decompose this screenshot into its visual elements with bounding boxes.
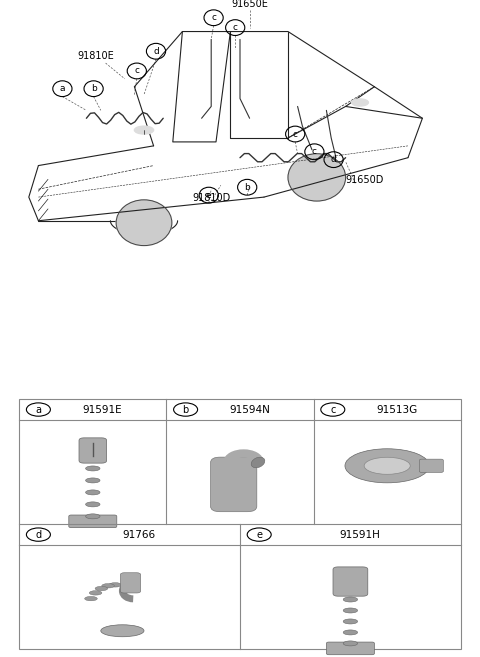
Ellipse shape — [345, 449, 430, 483]
Circle shape — [288, 154, 346, 201]
Text: 91810E: 91810E — [78, 51, 114, 61]
Ellipse shape — [351, 99, 369, 106]
Ellipse shape — [343, 641, 358, 646]
Text: 91650D: 91650D — [346, 175, 384, 185]
Ellipse shape — [85, 466, 100, 471]
Text: a: a — [36, 405, 41, 415]
FancyBboxPatch shape — [120, 573, 141, 593]
Text: e: e — [256, 530, 262, 539]
Text: c: c — [330, 405, 336, 415]
Ellipse shape — [95, 586, 108, 591]
Ellipse shape — [109, 583, 121, 587]
Ellipse shape — [85, 514, 100, 519]
Text: c: c — [312, 147, 317, 156]
Ellipse shape — [89, 591, 102, 595]
Ellipse shape — [134, 126, 154, 134]
Ellipse shape — [84, 597, 97, 600]
Text: 91513G: 91513G — [376, 405, 418, 415]
Text: c: c — [211, 13, 216, 22]
Text: b: b — [182, 405, 189, 415]
Text: b: b — [244, 183, 250, 192]
Ellipse shape — [343, 630, 358, 635]
Ellipse shape — [343, 597, 358, 602]
FancyBboxPatch shape — [333, 567, 368, 596]
Text: 91591E: 91591E — [83, 405, 122, 415]
FancyBboxPatch shape — [326, 642, 374, 655]
Circle shape — [116, 200, 172, 246]
Ellipse shape — [85, 490, 100, 495]
Text: b: b — [91, 84, 96, 93]
Ellipse shape — [364, 457, 410, 474]
Text: e: e — [206, 191, 212, 200]
FancyBboxPatch shape — [420, 459, 444, 472]
Text: d: d — [36, 530, 41, 539]
Ellipse shape — [102, 583, 114, 588]
Text: a: a — [60, 84, 65, 93]
Text: c: c — [233, 23, 238, 32]
Text: d: d — [153, 47, 159, 56]
Text: 91591H: 91591H — [339, 530, 381, 539]
Text: c: c — [293, 129, 298, 139]
Ellipse shape — [251, 457, 265, 468]
Text: d: d — [331, 155, 336, 164]
FancyBboxPatch shape — [79, 438, 107, 463]
FancyBboxPatch shape — [69, 515, 117, 528]
Text: 91766: 91766 — [122, 530, 156, 539]
Ellipse shape — [85, 502, 100, 507]
Ellipse shape — [343, 619, 358, 624]
Text: 91594N: 91594N — [229, 405, 270, 415]
Text: 91810D: 91810D — [192, 193, 230, 203]
Text: 91650E: 91650E — [231, 0, 268, 9]
FancyBboxPatch shape — [211, 457, 257, 512]
Ellipse shape — [85, 478, 100, 483]
Ellipse shape — [101, 625, 144, 637]
Ellipse shape — [343, 608, 358, 613]
Text: c: c — [134, 66, 139, 76]
